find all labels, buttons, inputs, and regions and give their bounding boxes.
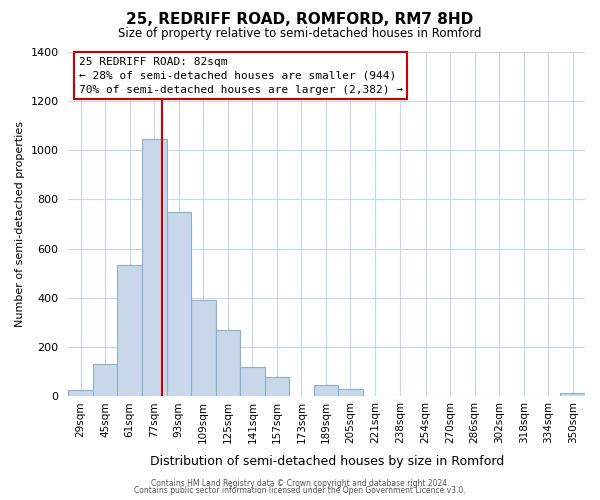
- Y-axis label: Number of semi-detached properties: Number of semi-detached properties: [15, 121, 25, 327]
- Bar: [68, 390, 93, 396]
- Bar: [142, 139, 167, 396]
- Bar: [118, 264, 142, 396]
- X-axis label: Distribution of semi-detached houses by size in Romford: Distribution of semi-detached houses by …: [149, 454, 504, 468]
- Bar: [265, 376, 289, 396]
- Bar: [560, 392, 585, 396]
- Text: Size of property relative to semi-detached houses in Romford: Size of property relative to semi-detach…: [118, 28, 482, 40]
- Bar: [314, 386, 338, 396]
- Bar: [215, 330, 240, 396]
- Text: Contains public sector information licensed under the Open Government Licence v3: Contains public sector information licen…: [134, 486, 466, 495]
- Bar: [167, 212, 191, 396]
- Bar: [338, 389, 363, 396]
- Bar: [93, 364, 118, 396]
- Text: 25, REDRIFF ROAD, ROMFORD, RM7 8HD: 25, REDRIFF ROAD, ROMFORD, RM7 8HD: [127, 12, 473, 28]
- Bar: [191, 300, 215, 396]
- Bar: [240, 367, 265, 396]
- Text: Contains HM Land Registry data © Crown copyright and database right 2024.: Contains HM Land Registry data © Crown c…: [151, 478, 449, 488]
- Text: 25 REDRIFF ROAD: 82sqm
← 28% of semi-detached houses are smaller (944)
70% of se: 25 REDRIFF ROAD: 82sqm ← 28% of semi-det…: [79, 56, 403, 94]
